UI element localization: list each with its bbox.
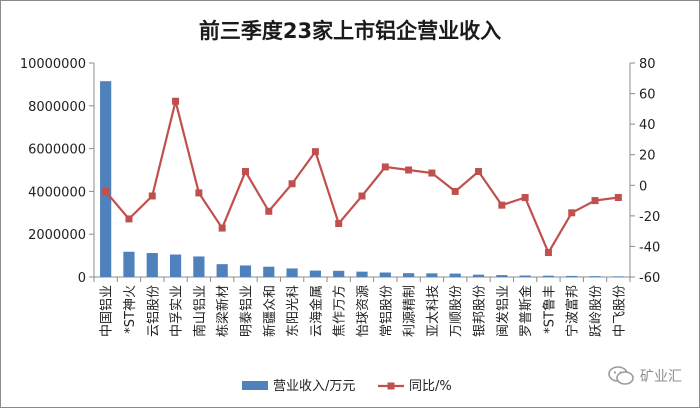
legend-line-marker bbox=[387, 382, 395, 390]
bar bbox=[123, 251, 135, 277]
x-tick-label: 云铝股份 bbox=[146, 285, 161, 337]
y-left-tick-label: 0 bbox=[78, 271, 86, 286]
bar bbox=[496, 275, 508, 277]
wechat-icon bbox=[608, 366, 634, 386]
bar bbox=[169, 254, 182, 277]
bar bbox=[263, 266, 275, 277]
line-point bbox=[591, 197, 599, 205]
x-tick-label: 闽发铝业 bbox=[495, 285, 511, 337]
line-point bbox=[265, 207, 273, 215]
bar bbox=[566, 275, 578, 277]
bar bbox=[403, 273, 415, 277]
bar bbox=[239, 265, 252, 277]
bar bbox=[286, 268, 298, 277]
y-right-tick-label: -60 bbox=[639, 271, 660, 286]
line-point bbox=[288, 180, 296, 188]
line-point bbox=[218, 224, 226, 232]
line-point bbox=[148, 192, 156, 200]
y-right-tick-label: -40 bbox=[639, 240, 660, 255]
line-point bbox=[521, 194, 529, 202]
x-tick-label: 万顺股份 bbox=[449, 285, 464, 337]
line-point bbox=[311, 148, 319, 156]
bar bbox=[519, 275, 531, 277]
y-left-tick-label: 6000000 bbox=[28, 143, 86, 158]
x-tick-label: 罗普斯金 bbox=[518, 285, 534, 337]
line-point bbox=[241, 168, 249, 176]
x-tick-label: 栋梁新材 bbox=[215, 285, 231, 337]
line-point bbox=[102, 187, 110, 195]
bar bbox=[333, 270, 345, 277]
line-point bbox=[125, 215, 133, 223]
bar bbox=[146, 253, 158, 277]
x-tick-label: 怡球资源 bbox=[356, 285, 371, 337]
x-tick-label: 常铝股份 bbox=[379, 285, 394, 337]
line-point bbox=[428, 169, 436, 177]
x-tick-label: 亚太科技 bbox=[426, 285, 441, 337]
x-tick-label: 银邦股份 bbox=[473, 285, 488, 337]
y-left-tick-label: 8000000 bbox=[28, 100, 86, 115]
y-right-tick-label: 20 bbox=[639, 149, 656, 164]
yoy-line bbox=[104, 100, 619, 255]
x-tick-label: 焦作万方 bbox=[332, 285, 348, 337]
line-point bbox=[381, 163, 389, 171]
line-point bbox=[544, 249, 552, 257]
y-right-tick-label: -20 bbox=[639, 210, 660, 225]
y-left-tick-label: 10000000 bbox=[20, 57, 86, 72]
line-point bbox=[335, 220, 343, 227]
bar bbox=[356, 271, 368, 277]
y-right-tick-label: 0 bbox=[639, 179, 647, 194]
legend-line-label: 同比/% bbox=[409, 379, 452, 394]
bar bbox=[589, 276, 601, 277]
x-tick-label: 中孚实业 bbox=[170, 285, 185, 337]
line-point bbox=[614, 194, 622, 202]
bar bbox=[472, 274, 485, 277]
x-tick-label: 明泰铝业 bbox=[239, 285, 254, 337]
x-tick-label: 宁波富邦 bbox=[565, 285, 581, 337]
watermark-text: 矿业汇 bbox=[640, 369, 682, 385]
x-tick-label: 新疆众和 bbox=[262, 285, 278, 337]
x-tick-label: 东阳光科 bbox=[286, 285, 301, 337]
chart-title: 前三季度23家上市铝企营业收入 bbox=[199, 19, 501, 43]
x-tick-label: 云海金属 bbox=[308, 285, 324, 337]
bar bbox=[193, 256, 205, 277]
bar bbox=[449, 273, 461, 277]
line-point bbox=[451, 187, 459, 195]
bar bbox=[216, 264, 228, 277]
x-tick-label: *ST鲁丰 bbox=[542, 285, 557, 334]
line-point bbox=[475, 168, 483, 176]
line-point bbox=[172, 97, 180, 105]
x-tick-label: *ST神火 bbox=[123, 285, 138, 334]
y-left-tick-label: 2000000 bbox=[28, 228, 86, 243]
x-tick-label: 利源精制 bbox=[403, 285, 418, 337]
bar bbox=[612, 276, 624, 277]
watermark: 矿业汇 bbox=[608, 366, 682, 386]
line-point bbox=[358, 192, 366, 200]
x-tick-label: 中飞股份 bbox=[612, 285, 627, 337]
y-left-tick-label: 4000000 bbox=[28, 185, 86, 200]
y-right-tick-label: 40 bbox=[639, 118, 656, 133]
line-point bbox=[195, 189, 203, 197]
line-point bbox=[405, 166, 413, 174]
bar bbox=[309, 270, 321, 277]
bar bbox=[426, 273, 438, 277]
line-point bbox=[568, 209, 576, 217]
bar bbox=[379, 272, 391, 277]
x-tick-label: 南山铝业 bbox=[192, 285, 208, 337]
bar bbox=[542, 275, 555, 277]
legend-bar-label: 营业收入/万元 bbox=[273, 379, 355, 394]
x-tick-label: 跃岭股份 bbox=[589, 285, 604, 337]
legend-bar-swatch bbox=[242, 381, 268, 390]
y-right-tick-label: 80 bbox=[639, 57, 656, 72]
bar bbox=[100, 81, 112, 277]
x-tick-label: 中国铝业 bbox=[100, 285, 115, 337]
line-point bbox=[498, 201, 506, 209]
y-right-tick-label: 60 bbox=[639, 88, 656, 103]
